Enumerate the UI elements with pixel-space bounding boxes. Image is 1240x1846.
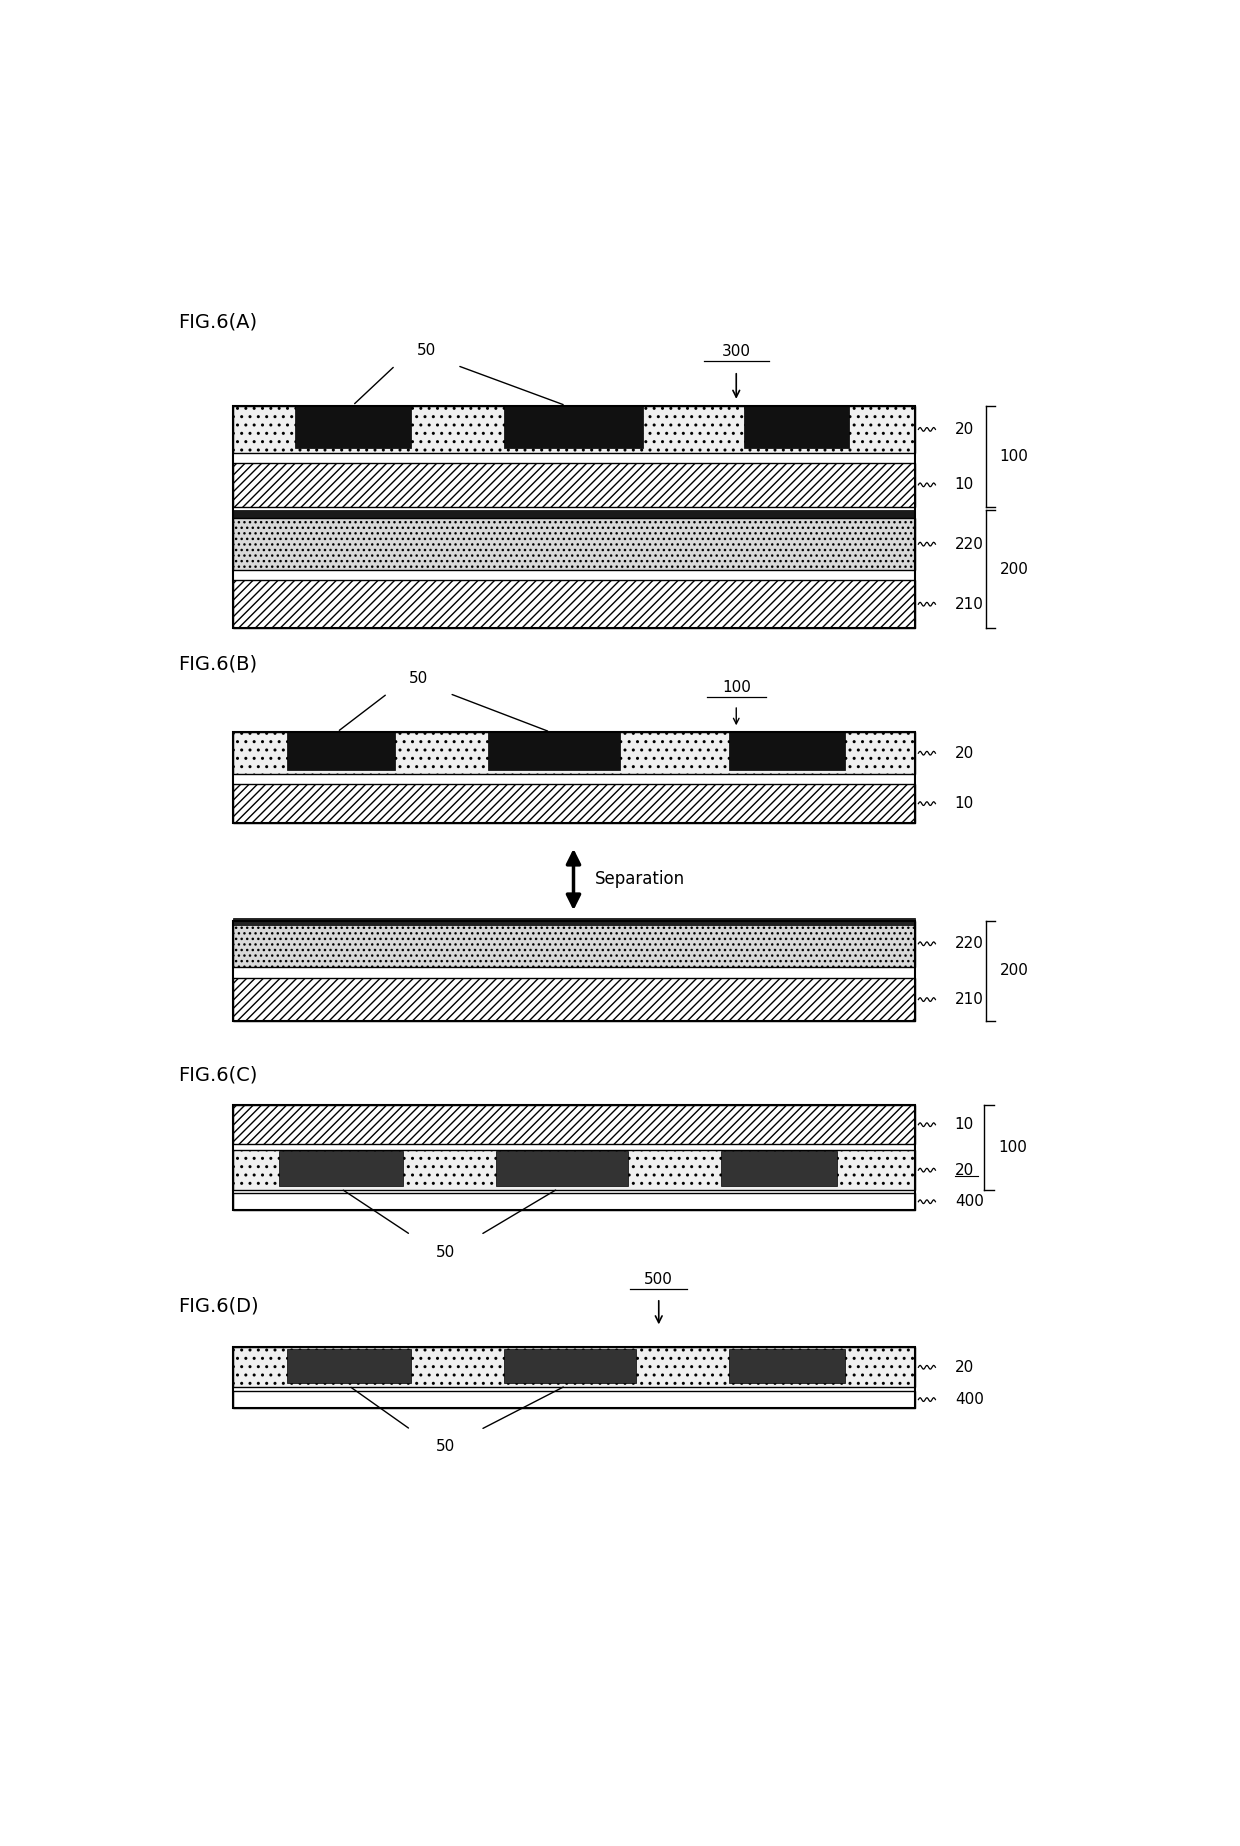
Text: FIG.6(C): FIG.6(C) <box>179 1065 258 1084</box>
Bar <box>233 1106 915 1145</box>
Text: FIG.6(D): FIG.6(D) <box>179 1296 259 1314</box>
Text: 10: 10 <box>955 478 975 493</box>
Bar <box>233 733 915 823</box>
Text: 20: 20 <box>955 1163 975 1178</box>
Text: 20: 20 <box>955 746 975 761</box>
Bar <box>233 580 915 628</box>
Bar <box>233 1193 915 1211</box>
Text: 210: 210 <box>955 991 983 1008</box>
Text: 20: 20 <box>955 1361 975 1375</box>
Bar <box>729 733 844 770</box>
Text: 50: 50 <box>436 1244 455 1259</box>
Bar <box>233 1106 915 1211</box>
Bar <box>233 463 915 508</box>
Bar <box>295 406 410 449</box>
Text: 210: 210 <box>955 596 983 611</box>
Bar <box>233 406 915 454</box>
Text: 10: 10 <box>955 1117 975 1132</box>
Bar <box>279 1150 403 1187</box>
Text: 200: 200 <box>999 964 1029 978</box>
Bar <box>233 921 915 967</box>
Bar <box>233 519 915 570</box>
Bar <box>233 1348 915 1408</box>
Text: 100: 100 <box>999 449 1029 463</box>
Bar <box>233 733 915 773</box>
Bar <box>496 1150 627 1187</box>
Text: Separation: Separation <box>595 871 686 888</box>
Text: 10: 10 <box>955 796 975 810</box>
Bar <box>233 917 915 925</box>
Text: FIG.6(B): FIG.6(B) <box>179 653 258 674</box>
Bar <box>233 1392 915 1408</box>
Bar <box>233 1348 915 1388</box>
Bar <box>744 406 848 449</box>
Text: 200: 200 <box>999 561 1029 576</box>
Bar <box>233 978 915 1021</box>
Bar <box>233 921 915 1021</box>
Bar <box>503 406 644 449</box>
Text: 220: 220 <box>955 537 983 552</box>
Bar <box>503 1349 635 1383</box>
Text: FIG.6(A): FIG.6(A) <box>179 312 258 332</box>
Text: 300: 300 <box>722 345 750 360</box>
Bar <box>233 1150 915 1191</box>
Text: 50: 50 <box>409 670 428 687</box>
Text: 400: 400 <box>955 1392 983 1407</box>
Text: 20: 20 <box>955 423 975 438</box>
Bar <box>233 509 915 519</box>
Text: 100: 100 <box>722 679 750 696</box>
Bar <box>489 733 620 770</box>
Bar <box>286 1349 410 1383</box>
Bar <box>233 406 915 628</box>
Bar <box>729 1349 844 1383</box>
Text: 220: 220 <box>955 936 983 951</box>
Text: 100: 100 <box>998 1141 1027 1156</box>
Text: 50: 50 <box>436 1438 455 1455</box>
Bar <box>286 733 396 770</box>
Text: 50: 50 <box>417 343 436 358</box>
Text: 400: 400 <box>955 1194 983 1209</box>
Text: 500: 500 <box>645 1272 673 1287</box>
Bar <box>720 1150 837 1187</box>
Bar <box>233 785 915 823</box>
